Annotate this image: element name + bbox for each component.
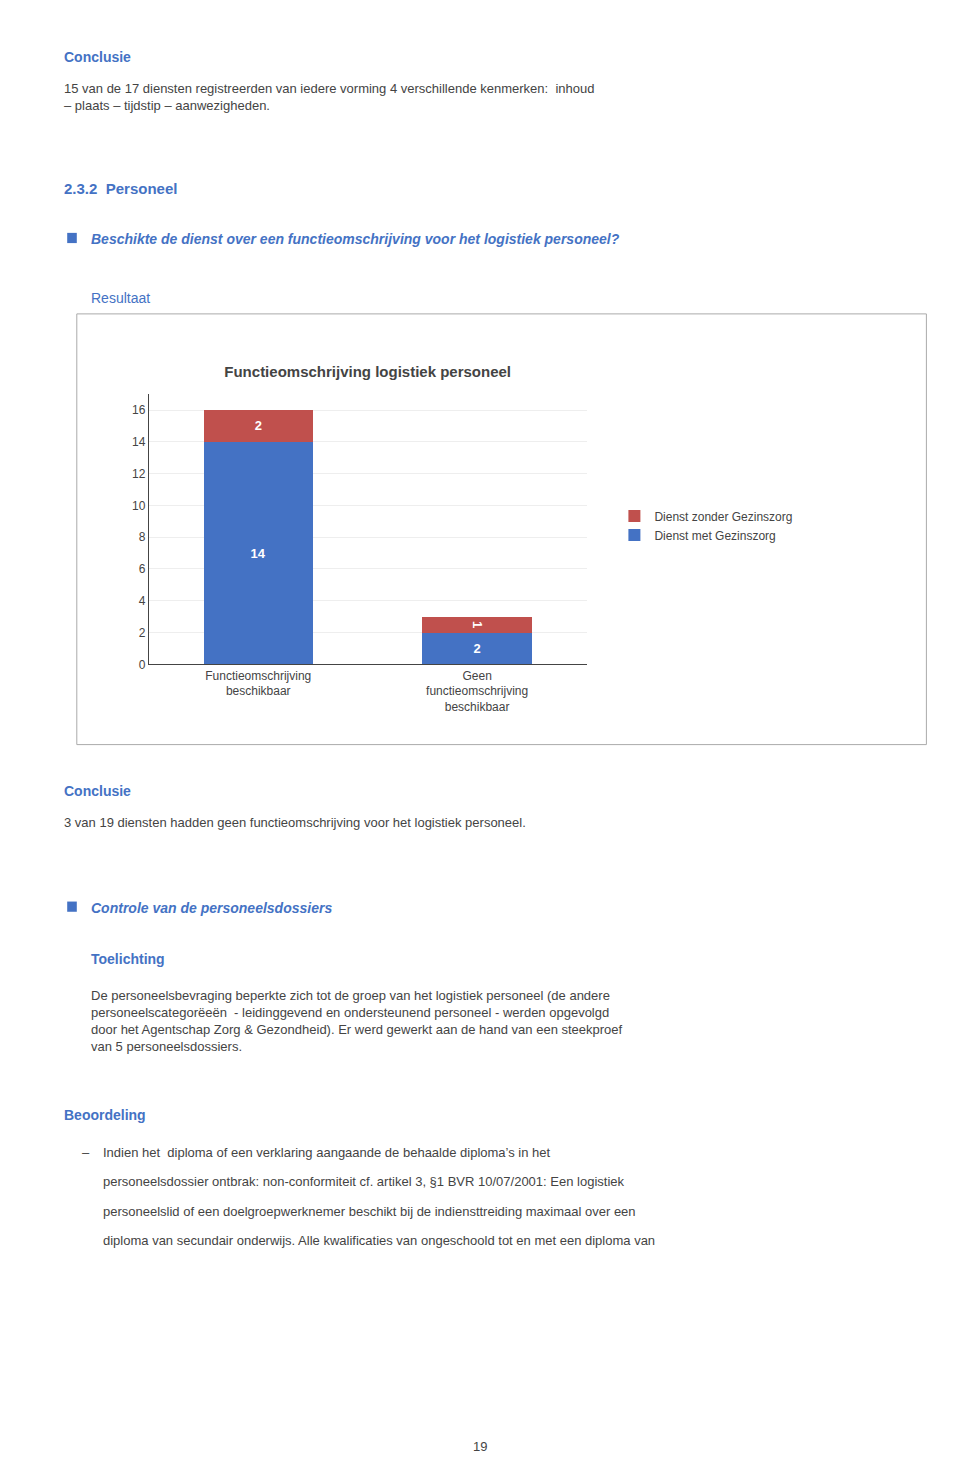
svg-text:14: 14 bbox=[251, 546, 266, 561]
svg-text:Geenfunctieomschrijvingbeschik: Geenfunctieomschrijvingbeschikbaar bbox=[426, 669, 528, 714]
svg-text:19: 19 bbox=[473, 1439, 487, 1454]
svg-text:1: 1 bbox=[470, 621, 485, 628]
svg-text:3 van 19 diensten hadden geen: 3 van 19 diensten hadden geen functieoms… bbox=[64, 815, 526, 830]
svg-text:4: 4 bbox=[139, 594, 146, 608]
svg-text:Toelichting: Toelichting bbox=[91, 951, 165, 967]
svg-text:diploma van secundair onderwij: diploma van secundair onderwijs. Alle kw… bbox=[103, 1233, 655, 1248]
svg-text:Dienst met Gezinszorg: Dienst met Gezinszorg bbox=[654, 529, 775, 543]
svg-text:15 van de 17 diensten registre: 15 van de 17 diensten registreerden van … bbox=[64, 81, 594, 113]
svg-text:6: 6 bbox=[139, 562, 146, 576]
svg-text:2: 2 bbox=[474, 641, 481, 656]
svg-text:Functieomschrijving logistiek: Functieomschrijving logistiek personeel bbox=[224, 363, 511, 380]
svg-text:2: 2 bbox=[139, 626, 146, 640]
svg-text:16: 16 bbox=[132, 403, 146, 417]
svg-text:8: 8 bbox=[139, 530, 146, 544]
svg-text:Conclusie: Conclusie bbox=[64, 783, 131, 799]
svg-text:Controle van de personeelsdoss: Controle van de personeelsdossiers bbox=[91, 900, 332, 916]
svg-text:0: 0 bbox=[139, 658, 146, 672]
svg-text:10: 10 bbox=[132, 499, 146, 513]
svg-text:personeelslid of een doelgroep: personeelslid of een doelgroepwerknemer … bbox=[103, 1204, 636, 1219]
svg-text:De personeelsbevraging beperkt: De personeelsbevraging beperkte zich tot… bbox=[91, 988, 623, 1054]
svg-text:Dienst zonder Gezinszorg: Dienst zonder Gezinszorg bbox=[654, 510, 792, 524]
svg-text:Functieomschrijvingbeschikbaar: Functieomschrijvingbeschikbaar bbox=[205, 669, 311, 699]
svg-text:2.3.2 Personeel: 2.3.2 Personeel bbox=[64, 180, 177, 197]
svg-text:–: – bbox=[82, 1145, 90, 1160]
svg-text:Indien het diploma of een ver: Indien het diploma of een verklaring aan… bbox=[103, 1145, 551, 1160]
svg-text:Beschikte de dienst over een f: Beschikte de dienst over een functieomsc… bbox=[91, 231, 620, 247]
svg-text:12: 12 bbox=[132, 467, 146, 481]
svg-text:14: 14 bbox=[132, 435, 146, 449]
svg-text:personeelsdossier ontbrak: non: personeelsdossier ontbrak: non-conformit… bbox=[103, 1174, 625, 1189]
svg-text:2: 2 bbox=[255, 418, 262, 433]
svg-text:Conclusie: Conclusie bbox=[64, 49, 131, 65]
svg-text:Beoordeling: Beoordeling bbox=[64, 1107, 146, 1123]
svg-text:Resultaat: Resultaat bbox=[91, 290, 150, 306]
